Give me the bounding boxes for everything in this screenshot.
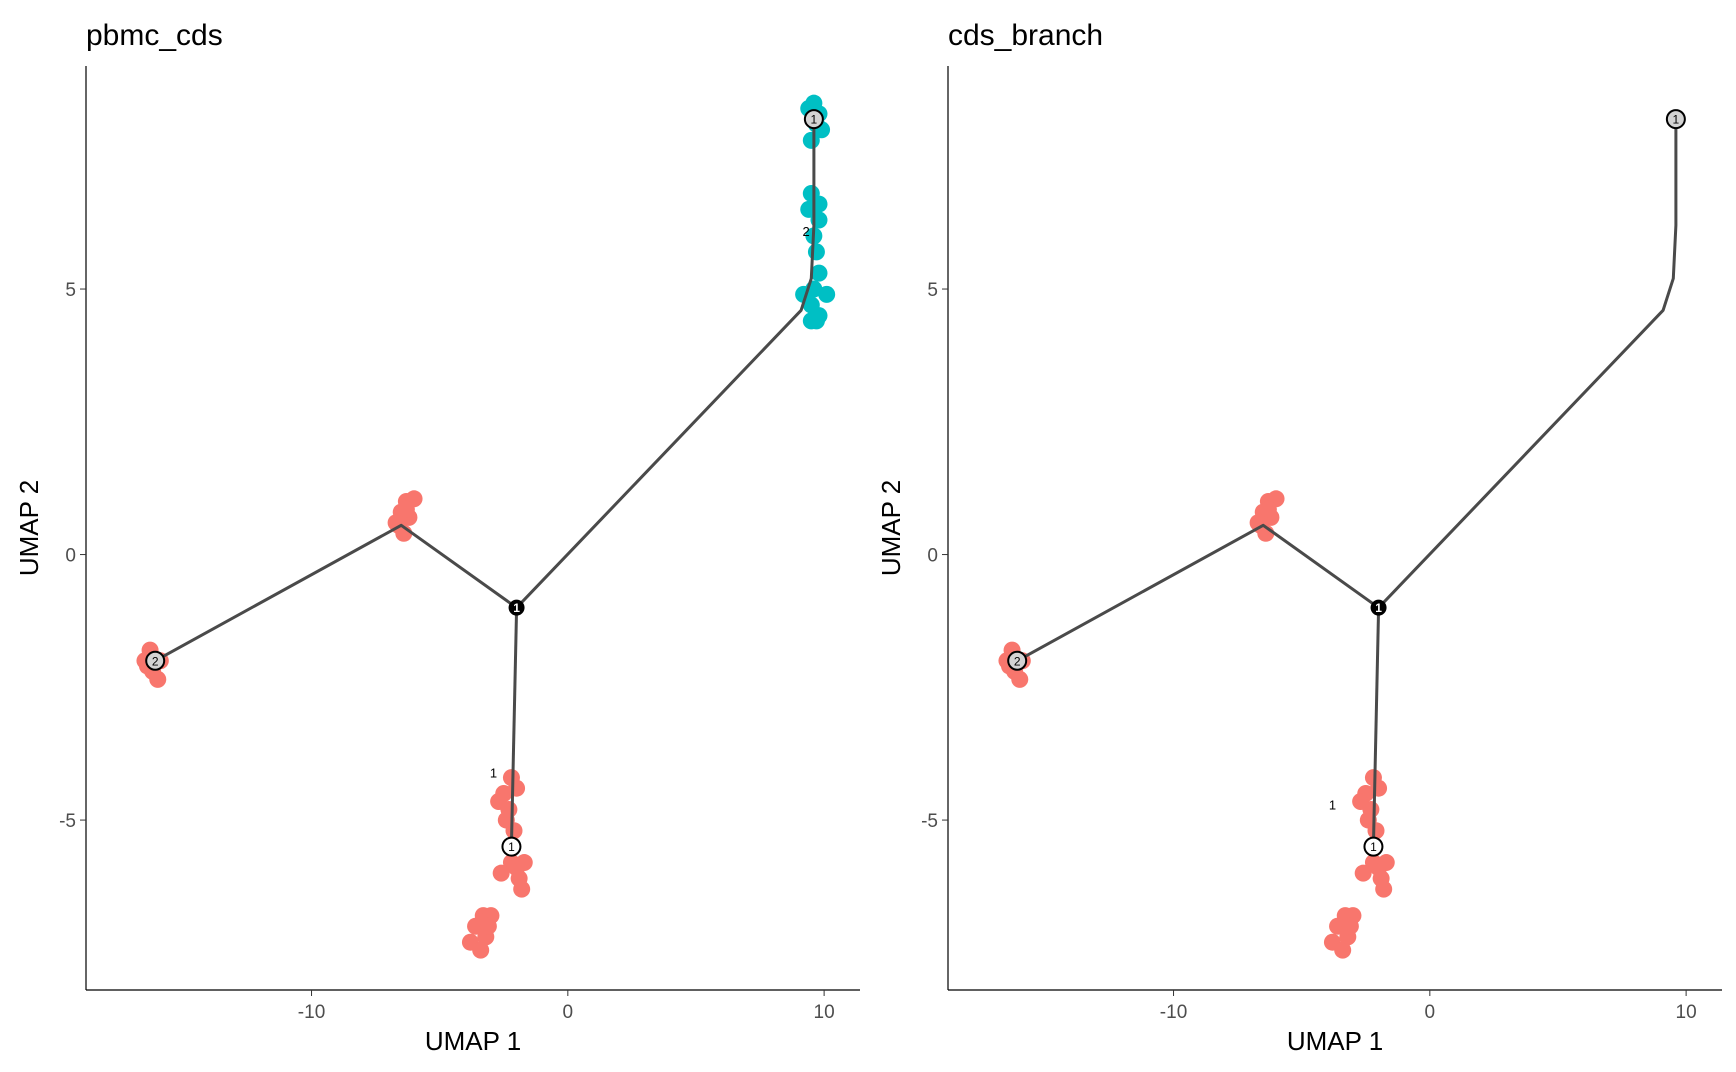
data-point xyxy=(479,917,497,935)
x-axis-title: UMAP 1 xyxy=(425,1026,521,1056)
data-point xyxy=(1362,800,1380,818)
data-point xyxy=(513,880,531,898)
x-tick-label: 10 xyxy=(1676,1002,1697,1023)
data-point xyxy=(397,500,415,518)
y-tick-label: 0 xyxy=(927,546,938,567)
x-tick-label: -10 xyxy=(298,1002,325,1023)
data-point xyxy=(807,243,825,261)
data-point xyxy=(1375,880,1393,898)
node-label: 1 xyxy=(508,840,515,854)
y-tick-label: 0 xyxy=(65,546,76,567)
data-point xyxy=(1329,917,1347,935)
data-point xyxy=(515,854,533,872)
root-node xyxy=(501,836,522,857)
trajectory-segment xyxy=(1377,119,1678,609)
leaf-node xyxy=(1665,109,1686,130)
data-point xyxy=(467,917,485,935)
data-point xyxy=(500,800,518,818)
node-label: 1 xyxy=(513,601,520,615)
trajectory-segment xyxy=(509,607,519,847)
panel-cds-branch: cds_branch -10 0 10 -5 0 5 UMAP 1 UMAP 2 1 1 1 1 2 xyxy=(876,19,1722,1056)
trajectory-segment xyxy=(1016,523,1380,663)
y-axis-title: UMAP 2 xyxy=(876,480,906,576)
cluster-label: 2 xyxy=(803,224,810,239)
panel-pbmc-cds: pbmc_cds -10 0 10 -5 0 5 UMAP 1 UMAP 2 1 2 1 1 1 2 xyxy=(14,19,860,1056)
branch-node xyxy=(1370,599,1387,616)
x-tick-label: -10 xyxy=(1160,1002,1187,1023)
data-point xyxy=(810,264,828,282)
data-point xyxy=(1259,500,1277,518)
y-tick-label: 5 xyxy=(65,280,76,301)
data-point xyxy=(1377,854,1395,872)
root-node xyxy=(1363,836,1384,857)
data-point xyxy=(807,312,825,330)
data-point xyxy=(472,941,490,959)
branch-node xyxy=(508,599,525,616)
panel-title: cds_branch xyxy=(948,19,1103,52)
data-point xyxy=(802,131,820,149)
trajectory-segment xyxy=(154,523,518,663)
node-label: 1 xyxy=(1673,113,1680,127)
node-label: 2 xyxy=(152,654,159,668)
y-tick-label: 5 xyxy=(927,280,938,301)
data-point xyxy=(505,822,523,840)
data-point xyxy=(1334,941,1352,959)
x-tick-label: 0 xyxy=(1425,1002,1436,1023)
data-point xyxy=(1011,670,1029,688)
data-point xyxy=(1367,822,1385,840)
node-label: 1 xyxy=(1375,601,1382,615)
data-point xyxy=(1354,864,1372,882)
data-point xyxy=(492,864,510,882)
leaf-node xyxy=(1007,650,1028,671)
x-axis-title: UMAP 1 xyxy=(1287,1026,1383,1056)
y-axis-title: UMAP 2 xyxy=(14,480,44,576)
data-point xyxy=(1341,917,1359,935)
x-tick-label: 0 xyxy=(563,1002,574,1023)
leaf-node xyxy=(803,109,824,130)
cluster-label: 1 xyxy=(490,766,497,781)
cluster-label: 1 xyxy=(1329,797,1336,812)
data-point xyxy=(818,285,836,303)
y-tick-label: -5 xyxy=(921,811,938,832)
node-label: 1 xyxy=(811,113,818,127)
leaf-node xyxy=(145,650,166,671)
trajectory-segment xyxy=(1371,607,1381,847)
node-label: 1 xyxy=(1370,840,1377,854)
node-label: 2 xyxy=(1014,654,1021,668)
x-tick-label: 10 xyxy=(814,1002,835,1023)
panel-title: pbmc_cds xyxy=(86,19,223,52)
y-tick-label: -5 xyxy=(59,811,76,832)
trajectory-segment xyxy=(515,119,816,609)
data-point xyxy=(149,670,167,688)
